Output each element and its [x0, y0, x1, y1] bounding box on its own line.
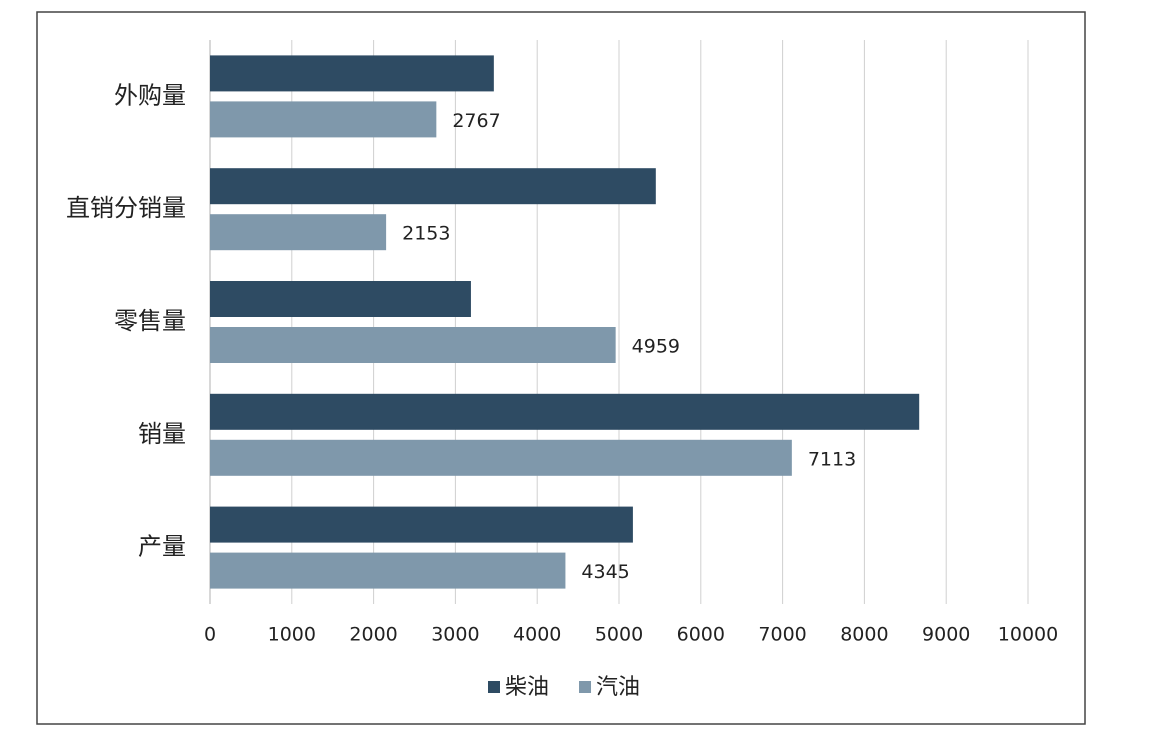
bar — [210, 281, 471, 317]
data-label: 2767 — [452, 110, 500, 132]
x-tick-label: 6000 — [677, 624, 725, 646]
bar — [210, 506, 633, 543]
x-tick-label: 2000 — [349, 624, 397, 646]
x-tick-label: 3000 — [431, 624, 479, 646]
x-tick-label: 0 — [204, 624, 216, 646]
bar — [210, 55, 494, 92]
bar — [210, 214, 387, 251]
bar — [210, 439, 792, 476]
bar — [210, 168, 656, 205]
x-tick-label: 8000 — [840, 624, 888, 646]
bar — [210, 552, 566, 589]
x-tick-label: 9000 — [922, 624, 970, 646]
legend-label: 柴油 — [505, 675, 549, 700]
bar — [210, 393, 920, 430]
y-tick-label: 产量 — [138, 533, 186, 561]
x-tick-label: 10000 — [998, 624, 1058, 646]
legend-label: 汽油 — [596, 675, 640, 700]
y-tick-label: 零售量 — [114, 307, 186, 335]
x-tick-label: 5000 — [595, 624, 643, 646]
x-tick-label: 7000 — [758, 624, 806, 646]
chart-frame — [36, 11, 1086, 725]
data-label: 7113 — [808, 448, 856, 470]
bar — [210, 101, 437, 138]
y-tick-label: 外购量 — [114, 81, 186, 109]
data-label: 2153 — [402, 223, 450, 245]
y-tick-label: 销量 — [138, 420, 186, 448]
data-label: 4345 — [581, 561, 629, 583]
legend-swatch — [488, 681, 500, 693]
x-tick-label: 4000 — [513, 624, 561, 646]
legend-swatch — [579, 681, 592, 693]
x-tick-label: 1000 — [268, 624, 316, 646]
bar — [210, 327, 616, 363]
data-label: 4959 — [632, 336, 680, 358]
y-tick-label: 直销分销量 — [66, 194, 186, 222]
